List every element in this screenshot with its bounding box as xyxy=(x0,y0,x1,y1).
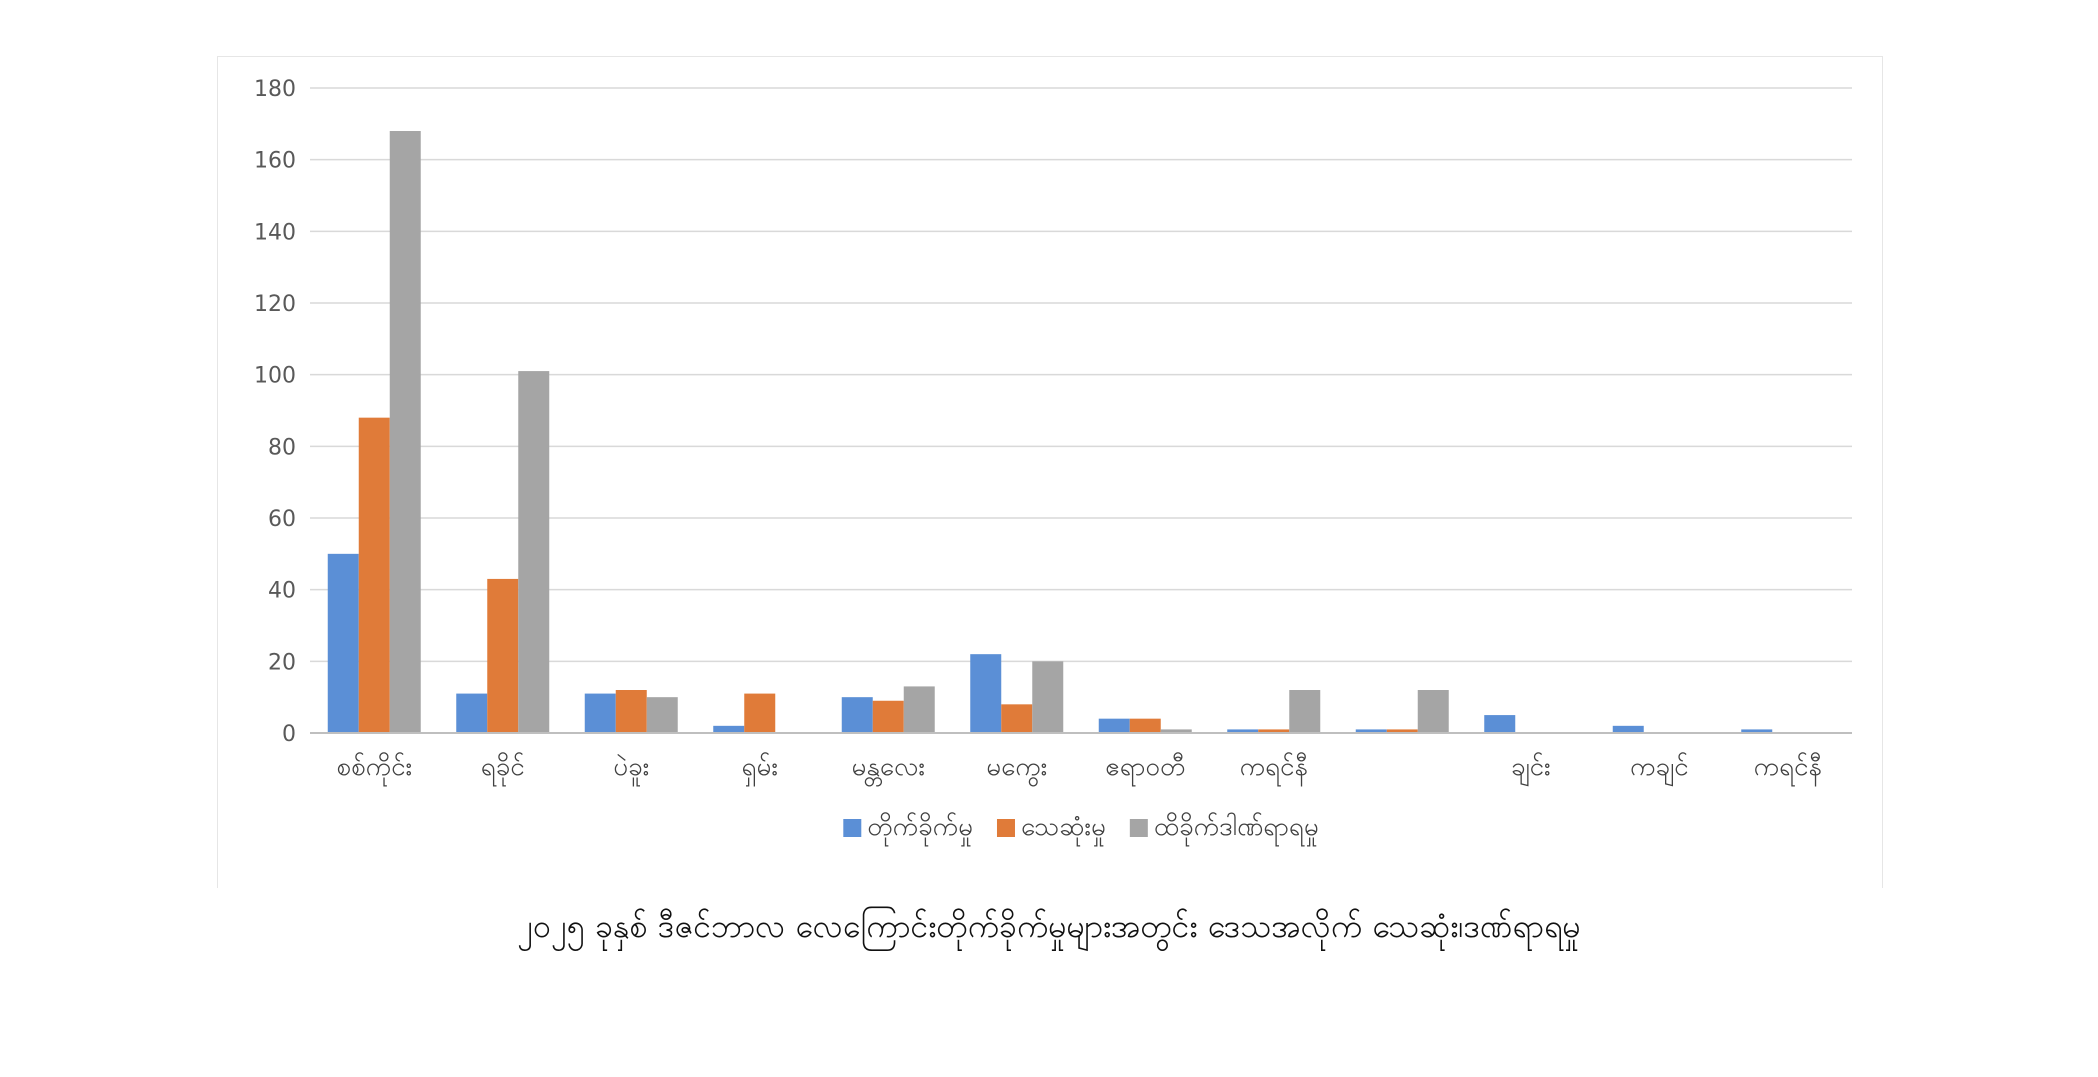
legend-item: တိုက်ခိုက်မှု xyxy=(843,811,973,847)
legend-swatch xyxy=(1129,819,1148,837)
y-tick-label: 0 xyxy=(282,722,296,747)
bar-1-2 xyxy=(456,693,488,733)
bar-2-5 xyxy=(872,700,904,733)
x-category-label: ကရင်နီ xyxy=(1754,751,1822,787)
bar-2-6 xyxy=(1001,704,1033,733)
y-tick-label: 180 xyxy=(254,77,296,102)
x-category-label: ပဲခူး xyxy=(613,752,649,787)
bar-1-9 xyxy=(1355,729,1387,733)
x-category-label: စစ်ကိုင်း xyxy=(336,751,412,787)
x-category-label: ရခိုင် xyxy=(481,751,525,787)
bar-3-3 xyxy=(646,697,678,733)
bar-2-4 xyxy=(744,693,776,733)
bar-1-4 xyxy=(713,725,745,733)
legend-item: ထိခိုက်ဒါဏ်ရာရမှု xyxy=(1129,811,1319,847)
bar-3-6 xyxy=(1032,661,1064,733)
bar-3-7 xyxy=(1160,729,1192,733)
bars xyxy=(327,131,1773,733)
bar-3-9 xyxy=(1417,690,1449,733)
y-tick-label: 40 xyxy=(268,579,296,604)
legend-label: တိုက်ခိုက်မှု xyxy=(867,811,973,847)
legend-swatch xyxy=(996,819,1015,837)
legend-item: သေဆုံးမှု xyxy=(996,812,1106,847)
legend-label: သေဆုံးမှု xyxy=(1021,812,1106,847)
y-tick-label: 160 xyxy=(254,149,296,174)
x-category-label: ကရင်နီ xyxy=(1240,751,1308,787)
bar-1-5 xyxy=(841,697,873,733)
y-tick-label: 140 xyxy=(254,220,296,245)
bar-1-12 xyxy=(1741,729,1773,733)
bar-2-1 xyxy=(358,417,390,733)
y-tick-label: 100 xyxy=(254,364,296,389)
x-category-label: မကွေး xyxy=(986,752,1047,787)
bar-3-2 xyxy=(518,371,550,733)
y-tick-label: 60 xyxy=(268,507,296,532)
x-category-label: ကချင် xyxy=(1630,751,1689,787)
x-category-label: ဧရာဝတီ xyxy=(1105,751,1186,787)
category-labels: စစ်ကိုင်း ရခိုင် ပဲခူး ရှမ်း မန္တလေး မကွေး ဧရာ… xyxy=(336,751,1821,787)
bar-3-5 xyxy=(903,686,935,733)
x-category-label: မန္တလေး xyxy=(852,752,925,787)
bar-2-7 xyxy=(1129,718,1161,733)
gridlines xyxy=(310,87,1852,663)
bar-1-1 xyxy=(327,553,359,733)
bar-1-6 xyxy=(970,654,1002,733)
bar-2-2 xyxy=(487,578,519,733)
bar-2-8 xyxy=(1258,729,1290,733)
bar-chart: 0 20 40 60 80 100 120 140 160 180 စစ်ကိုင်း ရခိုင်… xyxy=(254,77,1852,847)
legend-label: ထိခိုက်ဒါဏ်ရာရမှု xyxy=(1154,811,1319,847)
legend-swatch xyxy=(843,819,862,837)
bar-1-3 xyxy=(584,693,616,733)
bar-3-8 xyxy=(1289,690,1321,733)
x-category-label: ချင်း xyxy=(1511,751,1551,787)
y-axis-tick-labels: 0 20 40 60 80 100 120 140 160 180 xyxy=(254,77,296,747)
bar-1-8 xyxy=(1227,729,1259,733)
bar-1-10 xyxy=(1484,715,1516,733)
y-tick-label: 80 xyxy=(268,435,296,460)
y-tick-label: 120 xyxy=(254,292,296,317)
y-tick-label: 20 xyxy=(268,650,296,675)
x-category-label: ရှမ်း xyxy=(742,751,778,787)
bar-2-3 xyxy=(615,690,647,733)
bar-2-9 xyxy=(1386,729,1418,733)
chart-area: 0 20 40 60 80 100 120 140 160 180 စစ်ကိုင်း ရခိုင်… xyxy=(217,56,1883,888)
bar-3-1 xyxy=(389,131,421,733)
chart-caption: ၂၀၂၅ ခုနှစ် ဒီဇင်ဘာလ လေကြောင်းတိုက်ခိုက်… xyxy=(517,907,1581,945)
bar-1-11 xyxy=(1612,725,1644,733)
bar-1-7 xyxy=(1098,718,1130,733)
legend: တိုက်ခိုက်မှု သေဆုံးမှု ထိခိုက်ဒါဏ်ရာရမှု xyxy=(843,811,1319,847)
